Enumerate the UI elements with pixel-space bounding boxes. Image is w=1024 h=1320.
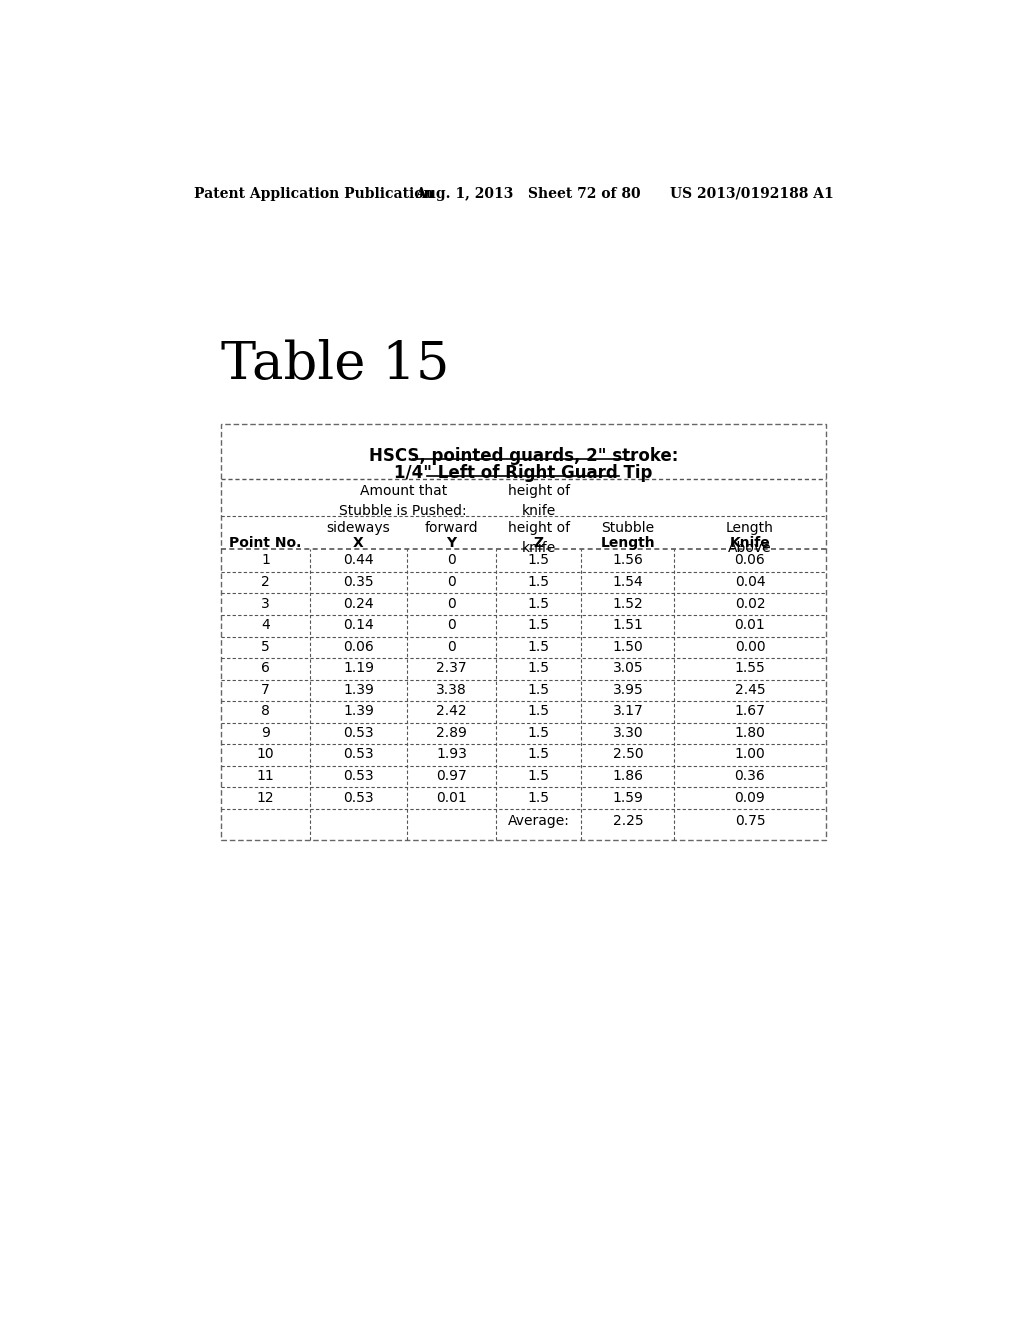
Text: Length
Above: Length Above [726,521,774,554]
Text: 1.39: 1.39 [343,682,374,697]
Text: 1.5: 1.5 [527,661,550,676]
Text: Length: Length [600,536,655,550]
Text: 0.02: 0.02 [734,597,765,611]
Text: 1/4" Left of Right Guard Tip: 1/4" Left of Right Guard Tip [394,465,652,482]
Text: 3.30: 3.30 [612,726,643,741]
Text: 2.45: 2.45 [734,682,765,697]
Text: 12: 12 [257,791,274,805]
Text: 2.42: 2.42 [436,705,467,718]
Text: 8: 8 [261,705,270,718]
Text: height of
knife: height of knife [508,484,569,517]
Text: 1.93: 1.93 [436,747,467,762]
Text: 1.5: 1.5 [527,553,550,568]
Text: 0: 0 [447,553,456,568]
Text: 1.5: 1.5 [527,640,550,653]
Text: 0.75: 0.75 [734,813,765,828]
Text: 1.50: 1.50 [612,640,643,653]
Text: 0.01: 0.01 [734,618,765,632]
Text: 0.53: 0.53 [343,791,374,805]
Text: 6: 6 [261,661,270,676]
Text: 1.39: 1.39 [343,705,374,718]
Text: 1.80: 1.80 [734,726,765,741]
Text: 1.5: 1.5 [527,618,550,632]
Text: forward: forward [425,521,478,535]
Text: 0.36: 0.36 [734,770,765,783]
Text: 0.04: 0.04 [734,576,765,589]
Text: height of
knife: height of knife [508,521,569,554]
Text: 3.95: 3.95 [612,682,643,697]
Text: 0.53: 0.53 [343,770,374,783]
Text: 0.09: 0.09 [734,791,765,805]
Text: 11: 11 [257,770,274,783]
Text: HSCS, pointed guards, 2" stroke:: HSCS, pointed guards, 2" stroke: [369,447,678,465]
Text: Point No.: Point No. [229,536,302,550]
Text: 1: 1 [261,553,270,568]
Text: 3.17: 3.17 [612,705,643,718]
Text: 1.5: 1.5 [527,770,550,783]
Text: 1.5: 1.5 [527,682,550,697]
Text: 1.5: 1.5 [527,705,550,718]
Text: 0.53: 0.53 [343,747,374,762]
Text: Average:: Average: [508,813,569,828]
Text: 0.00: 0.00 [734,640,765,653]
Text: sideways: sideways [327,521,390,535]
Text: 1.5: 1.5 [527,747,550,762]
Text: 1.55: 1.55 [734,661,765,676]
Text: 7: 7 [261,682,270,697]
Text: 10: 10 [257,747,274,762]
Text: 0.01: 0.01 [436,791,467,805]
Text: 1.56: 1.56 [612,553,643,568]
Text: 0.35: 0.35 [343,576,374,589]
Text: 0: 0 [447,640,456,653]
Text: 0: 0 [447,597,456,611]
Text: 1.5: 1.5 [527,576,550,589]
Text: 0.97: 0.97 [436,770,467,783]
Text: 1.67: 1.67 [734,705,765,718]
Text: 0.44: 0.44 [343,553,374,568]
Text: 1.5: 1.5 [527,597,550,611]
Text: 2.89: 2.89 [436,726,467,741]
Text: 1.5: 1.5 [527,791,550,805]
Text: 1.52: 1.52 [612,597,643,611]
Bar [221,424,825,840]
Text: 1.86: 1.86 [612,770,643,783]
Text: 0: 0 [447,618,456,632]
Text: 1.59: 1.59 [612,791,643,805]
Text: 2.50: 2.50 [612,747,643,762]
Text: 3.38: 3.38 [436,682,467,697]
Text: 0.06: 0.06 [343,640,374,653]
Text: Amount that
Stubble is Pushed:: Amount that Stubble is Pushed: [339,484,467,517]
Text: Patent Application Publication: Patent Application Publication [194,187,433,201]
Text: X: X [353,536,364,550]
Text: US 2013/0192188 A1: US 2013/0192188 A1 [671,187,835,201]
Text: 9: 9 [261,726,270,741]
Text: Y: Y [446,536,457,550]
Text: 0.06: 0.06 [734,553,765,568]
Text: 0.24: 0.24 [343,597,374,611]
Text: Table 15: Table 15 [221,339,450,391]
Text: 0.53: 0.53 [343,726,374,741]
Text: 3.05: 3.05 [612,661,643,676]
Text: Aug. 1, 2013   Sheet 72 of 80: Aug. 1, 2013 Sheet 72 of 80 [415,187,640,201]
Text: 1.00: 1.00 [734,747,765,762]
Text: Stubble: Stubble [601,521,654,535]
Text: Knife: Knife [729,536,770,550]
Text: 3: 3 [261,597,270,611]
Text: 1.5: 1.5 [527,726,550,741]
Text: 2.37: 2.37 [436,661,467,676]
Text: 0.14: 0.14 [343,618,374,632]
Text: Z: Z [534,536,544,550]
Text: 1.54: 1.54 [612,576,643,589]
Text: 0: 0 [447,576,456,589]
Text: 5: 5 [261,640,270,653]
Text: 2: 2 [261,576,270,589]
Text: 4: 4 [261,618,270,632]
Text: 1.51: 1.51 [612,618,643,632]
Text: 2.25: 2.25 [612,813,643,828]
Text: 1.19: 1.19 [343,661,374,676]
